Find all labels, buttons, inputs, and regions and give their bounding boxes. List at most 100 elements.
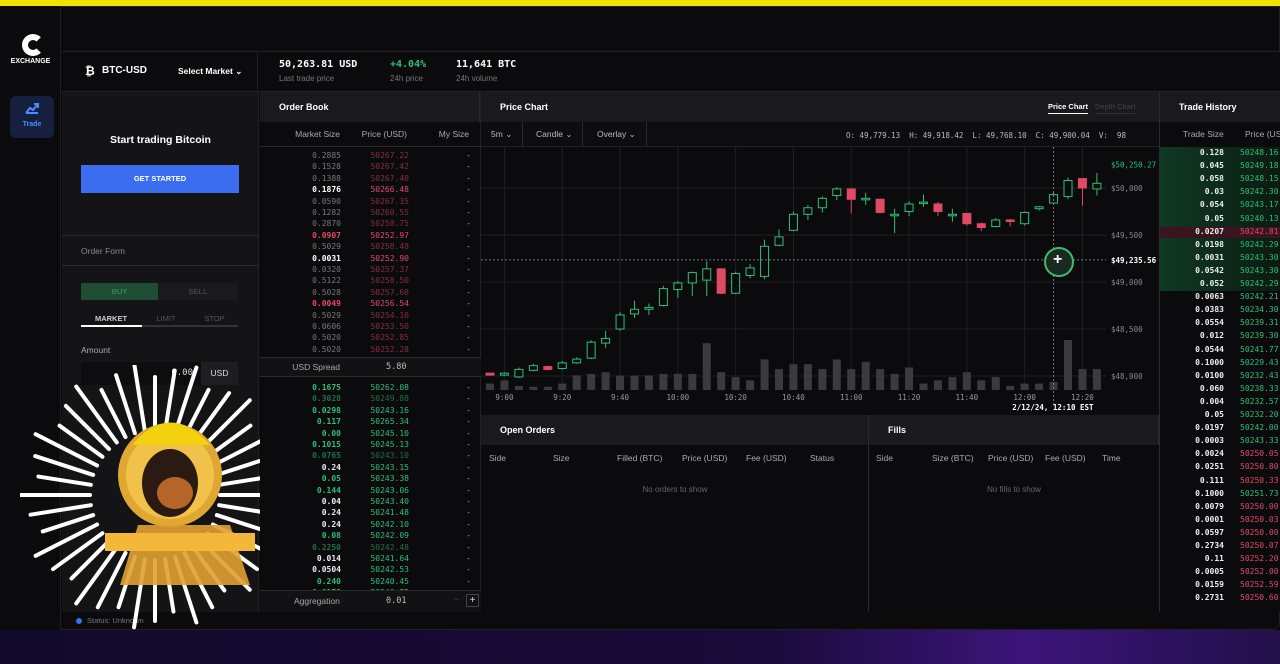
- logo-ray: [69, 538, 112, 581]
- bid-price: 50243.06: [370, 485, 409, 495]
- ask-row[interactable]: 0.5028 50257.68 -: [260, 287, 481, 298]
- bid-row[interactable]: 0.24 50241.48 -: [260, 507, 481, 518]
- select-market-dropdown[interactable]: Select Market ⌄: [178, 66, 242, 77]
- order-book-title: Order Book: [260, 92, 480, 122]
- trade-price: 50232.57: [1240, 396, 1279, 406]
- bid-row[interactable]: 0.240 50240.45 -: [260, 576, 481, 587]
- tab-limit[interactable]: LIMIT: [156, 314, 176, 323]
- bid-row[interactable]: 0.2250 50242.48 -: [260, 542, 481, 553]
- chart-type-dropdown[interactable]: Candle ⌄: [526, 122, 584, 147]
- ask-row[interactable]: 0.2870 50258.75 -: [260, 218, 481, 229]
- bid-row[interactable]: 0.1675 50262.08 -: [260, 382, 481, 393]
- bid-my-size: -: [466, 451, 471, 461]
- bid-my-size: -: [466, 519, 471, 529]
- x-tick-label: 9:00: [495, 393, 514, 402]
- ohlcv-readout: O: 49,779.13 H: 49,918.42 L: 49,768.10 C…: [846, 131, 1126, 140]
- trade-size: 0.03: [1204, 187, 1224, 197]
- ask-row[interactable]: 0.1876 50266.48 -: [260, 184, 481, 195]
- logo-ray: [28, 503, 93, 517]
- trade-size: 0.0554: [1195, 318, 1224, 328]
- aggregation-increase-button[interactable]: +: [466, 594, 479, 607]
- ask-my-size: -: [466, 173, 471, 183]
- sidebar-item-trade[interactable]: Trade: [10, 96, 54, 138]
- logo-ray: [99, 387, 128, 440]
- interval-dropdown[interactable]: 5m ⌄: [481, 122, 524, 147]
- volume-bar: [630, 375, 639, 390]
- ask-row[interactable]: 0.5020 50252.85 -: [260, 332, 481, 343]
- trade-row: 0.0001 50250.03: [1160, 514, 1280, 525]
- trade-size: 0.05: [1204, 213, 1224, 223]
- tab-price-chart[interactable]: Price Chart: [1048, 102, 1089, 114]
- tab-depth-chart[interactable]: Depth Chart: [1095, 102, 1136, 114]
- amount-label: Amount: [81, 345, 111, 355]
- ask-row[interactable]: 0.5020 50252.28 -: [260, 344, 481, 355]
- ask-row[interactable]: 0.1282 50260.55 -: [260, 207, 481, 218]
- trade-price: 50243.30: [1240, 265, 1279, 275]
- overlay-value: Overlay: [597, 129, 627, 139]
- ask-row[interactable]: 0.2885 50267.22 -: [260, 150, 481, 161]
- ask-row[interactable]: 0.5029 50258.48 -: [260, 241, 481, 252]
- bid-size: 0.117: [316, 417, 341, 427]
- trade-row: 0.0100 50232.43: [1160, 370, 1280, 381]
- ask-row[interactable]: 0.5122 50258.50 -: [260, 275, 481, 286]
- ask-row[interactable]: 0.1528 50267.42 -: [260, 161, 481, 172]
- ask-row[interactable]: 0.1388 50267.40 -: [260, 173, 481, 184]
- trade-price: 50252.20: [1240, 554, 1279, 564]
- price-chart-canvas[interactable]: 9:00 9:20 9:40 10:00 10:20 10:40 11:00 11:20 11:…: [481, 147, 1159, 415]
- ask-row[interactable]: 0.0907 50252.97 -: [260, 230, 481, 241]
- bid-row[interactable]: 0.04 50243.40 -: [260, 496, 481, 507]
- ask-row[interactable]: 0.0049 50256.54 -: [260, 298, 481, 309]
- tab-stop[interactable]: STOP: [204, 314, 225, 323]
- ask-row[interactable]: 0.5029 50254.10 -: [260, 310, 481, 321]
- start-trading-title: Start trading Bitcoin: [110, 134, 211, 146]
- x-tick-label: 10:00: [667, 393, 690, 402]
- fills-col: Side: [876, 453, 894, 463]
- ask-row[interactable]: 0.0590 50267.35 -: [260, 196, 481, 207]
- bid-row[interactable]: 0.014 50241.64 -: [260, 553, 481, 564]
- bid-row[interactable]: 0.117 50265.34 -: [260, 416, 481, 427]
- tab-market[interactable]: MARKET: [94, 314, 128, 323]
- candle-up: [774, 236, 784, 246]
- candle-up: [1063, 179, 1073, 197]
- candle-up: [601, 337, 611, 344]
- candle-up: [760, 245, 770, 277]
- bid-size: 0.3028: [312, 394, 341, 404]
- volume-bar: [948, 377, 957, 390]
- amount-input[interactable]: 0.00: [81, 362, 201, 385]
- ask-size: 0.1388: [312, 173, 341, 183]
- aggregation-decrease-button[interactable]: −: [454, 594, 460, 604]
- bid-row[interactable]: 0.00 50245.10 -: [260, 428, 481, 439]
- bid-row[interactable]: 0.3028 50249.88 -: [260, 393, 481, 404]
- overlay-dropdown[interactable]: Overlay ⌄: [587, 122, 647, 147]
- bid-row[interactable]: 0.144 50243.06 -: [260, 485, 481, 496]
- buy-button[interactable]: BUY: [81, 283, 158, 300]
- ask-row[interactable]: 0.0320 50257.37 -: [260, 264, 481, 275]
- trade-size: 0.0597: [1195, 527, 1224, 537]
- logo-ray: [173, 365, 199, 436]
- get-started-button[interactable]: GET STARTED: [81, 165, 239, 193]
- bid-size: 0.0765: [312, 451, 341, 461]
- bid-price: 50245.13: [370, 440, 409, 449]
- candle-up: [687, 272, 697, 284]
- bid-row[interactable]: 0.08 50242.09 -: [260, 530, 481, 541]
- bid-row[interactable]: 0.24 50243.15 -: [260, 462, 481, 473]
- bid-size: 0.24: [321, 519, 341, 529]
- trade-price: 50239.30: [1240, 331, 1279, 341]
- candle-up: [615, 314, 625, 330]
- bid-row[interactable]: 0.0504 50242.53 -: [260, 564, 481, 575]
- bid-row[interactable]: 0.05 50243.38 -: [260, 473, 481, 484]
- bid-price: 50243.15: [370, 462, 409, 472]
- trade-price: 50250.05: [1240, 449, 1279, 459]
- ask-row[interactable]: 0.0606 50253.50 -: [260, 321, 481, 332]
- bid-row[interactable]: 0.0298 50243.16 -: [260, 405, 481, 416]
- trade-size: 0.0383: [1195, 305, 1224, 315]
- bid-row[interactable]: 0.0765 50243.10 -: [260, 450, 481, 461]
- bid-row[interactable]: 0.1015 50245.13 -: [260, 439, 481, 450]
- sell-button[interactable]: SELL: [158, 283, 238, 300]
- ask-row[interactable]: 0.0031 50252.90 -: [260, 253, 481, 264]
- bid-row[interactable]: 0.24 50242.10 -: [260, 519, 481, 530]
- ask-size: 0.2870: [312, 219, 341, 229]
- ask-price: 50258.48: [370, 242, 409, 252]
- chevron-down-icon: ⌄: [505, 129, 513, 139]
- ask-size: 0.0320: [312, 265, 341, 274]
